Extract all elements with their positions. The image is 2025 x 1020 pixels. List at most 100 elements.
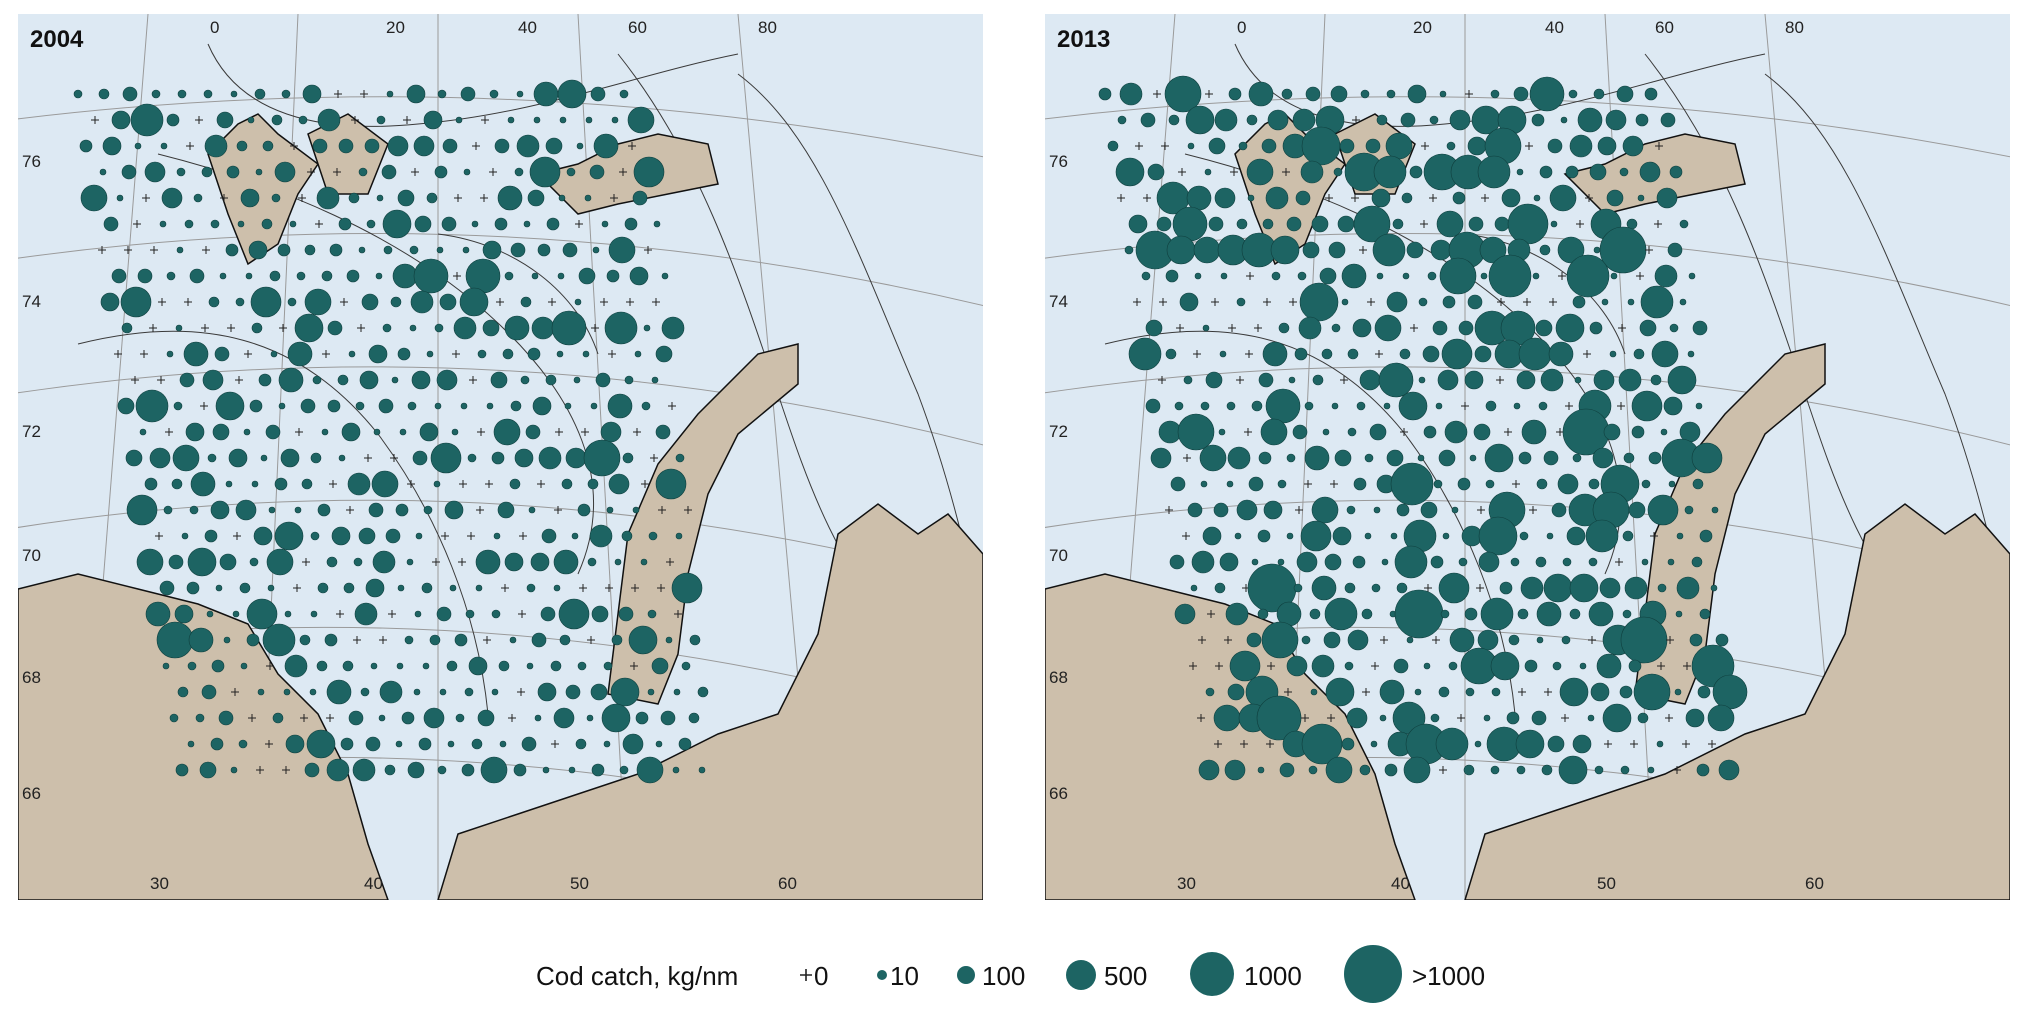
catch-circle: [1183, 375, 1193, 385]
zero-catch-marker: [302, 558, 310, 566]
catch-circle: [397, 584, 405, 592]
catch-circle: [243, 428, 251, 436]
catch-circle: [1310, 688, 1318, 696]
zero-catch-marker: [1645, 246, 1653, 254]
catch-circle: [1422, 345, 1440, 363]
legend-title: Cod catch, kg/nm: [536, 961, 739, 991]
catch-circle: [257, 688, 265, 696]
catch-circle: [1225, 602, 1249, 626]
zero-catch-marker: [353, 636, 361, 644]
catch-circle: [176, 246, 184, 254]
catch-circle: [526, 583, 536, 593]
catch-circle: [1373, 155, 1407, 189]
catch-circle: [184, 219, 194, 229]
catch-circle: [1401, 192, 1413, 204]
zero-catch-marker: [326, 714, 334, 722]
catch-circle: [125, 449, 143, 467]
catch-circle: [296, 271, 306, 281]
zero-catch-marker: [131, 376, 139, 384]
zero-catch-marker: [233, 532, 241, 540]
catch-circle: [1141, 271, 1151, 281]
catch-circle: [355, 401, 365, 411]
catch-circle: [1467, 294, 1483, 310]
zero-catch-marker: [300, 714, 308, 722]
catch-circle: [1198, 759, 1220, 781]
catch-circle: [1483, 714, 1491, 722]
lon-tick-bottom: 60: [1805, 874, 1824, 893]
zero-catch-marker: [150, 246, 158, 254]
catch-circle: [1438, 449, 1456, 467]
catch-circle: [482, 319, 500, 337]
catch-circle: [565, 447, 587, 469]
catch-circle: [1353, 205, 1391, 243]
catch-circle: [1226, 480, 1234, 488]
catch-circle: [391, 376, 399, 384]
catch-circle: [1396, 582, 1408, 594]
catch-circle: [614, 558, 622, 566]
catch-circle: [697, 686, 709, 698]
catch-circle: [576, 142, 584, 150]
catch-circle: [230, 90, 238, 98]
catch-circle: [1480, 597, 1514, 631]
catch-circle: [593, 133, 619, 159]
catch-circle: [1547, 138, 1563, 154]
catch-circle: [317, 108, 341, 132]
zero-catch-marker: [630, 662, 638, 670]
catch-circle: [486, 402, 494, 410]
catch-circle: [1414, 688, 1422, 696]
catch-circle: [591, 763, 605, 777]
catch-circle: [467, 453, 477, 463]
catch-circle: [1234, 532, 1242, 540]
catch-circle: [404, 635, 414, 645]
lon-tick-top: 80: [1785, 18, 1804, 37]
catch-circle: [1124, 245, 1134, 255]
zero-catch-marker: [452, 350, 460, 358]
catch-circle: [434, 165, 448, 179]
catch-circle: [577, 661, 587, 671]
zero-catch-marker: [290, 142, 298, 150]
catch-circle: [246, 633, 260, 647]
catch-circle: [214, 346, 230, 362]
catch-circle: [255, 168, 263, 176]
zero-catch-marker: [1708, 740, 1716, 748]
catch-circle: [1650, 374, 1662, 386]
catch-circle: [166, 350, 174, 358]
catch-circle: [502, 348, 514, 360]
catch-circle: [1172, 206, 1208, 242]
catch-circle: [433, 480, 441, 488]
catch-circle: [1592, 447, 1614, 469]
catch-circle: [399, 428, 407, 436]
zero-catch-marker: [1224, 636, 1232, 644]
catch-circle: [1374, 314, 1402, 342]
zero-catch-marker: [195, 116, 203, 124]
catch-circle: [406, 84, 426, 104]
catch-circle: [516, 134, 540, 158]
catch-circle: [161, 187, 183, 209]
zero-catch-marker: [1165, 506, 1173, 514]
catch-circle: [1616, 85, 1634, 103]
zero-catch-marker: [454, 194, 462, 202]
catch-circle: [1656, 187, 1678, 209]
zero-catch-marker: [295, 428, 303, 436]
zero-catch-marker: [1432, 636, 1440, 644]
catch-circle: [1432, 320, 1448, 336]
catch-circle: [1199, 444, 1227, 472]
catch-circle: [584, 194, 592, 202]
catch-circle: [1311, 496, 1339, 524]
catch-circle: [1633, 348, 1645, 360]
catch-circle: [1191, 550, 1215, 574]
zero-catch-marker: [554, 506, 562, 514]
catch-circle: [1442, 532, 1450, 540]
catch-circle: [268, 506, 276, 514]
catch-circle: [1550, 220, 1558, 228]
catch-circle: [482, 240, 502, 260]
catch-circle: [1675, 610, 1683, 618]
zero-catch-marker: [1371, 662, 1379, 670]
lon-tick-bottom: 30: [1177, 874, 1196, 893]
lon-tick-bottom: 40: [364, 874, 383, 893]
catch-circle: [1465, 687, 1475, 697]
catch-circle: [1569, 573, 1599, 603]
catch-circle: [632, 190, 648, 206]
catch-circle: [1610, 272, 1618, 280]
catch-circle: [589, 524, 613, 548]
